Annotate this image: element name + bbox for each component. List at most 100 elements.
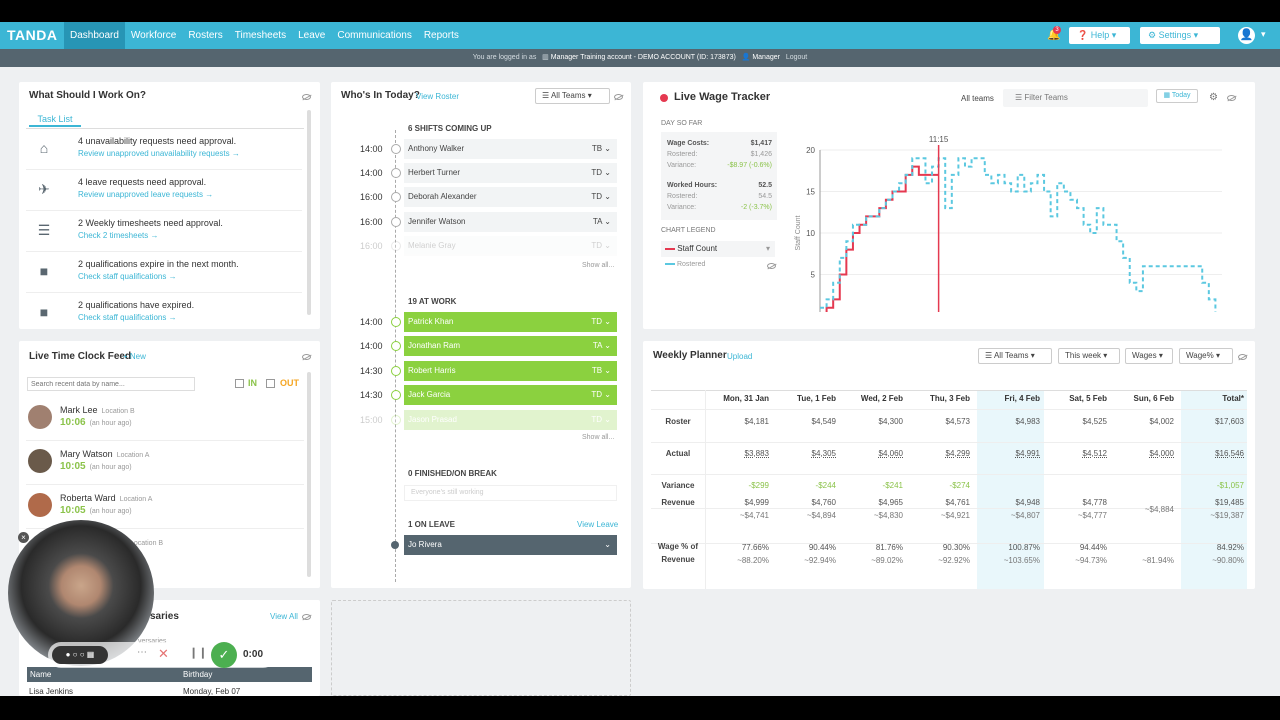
nav-communications[interactable]: Communications [337, 30, 412, 41]
on-leave-heading: 1 ON LEAVE [408, 520, 455, 529]
table-subcell: ~90.80% [1212, 556, 1244, 565]
list-item[interactable]: Mark Lee Location B 10:06 (an hour ago) [26, 397, 304, 441]
filter-teams-dropdown[interactable]: ☰ Filter Teams [1003, 89, 1148, 107]
view-roster-link[interactable]: View Roster [416, 92, 459, 101]
brand-logo[interactable]: TANDA [7, 27, 58, 43]
webcam-overlay[interactable] [8, 520, 154, 666]
user-menu-chevron-icon[interactable]: ▾ [1261, 29, 1266, 39]
row-label: Revenue [661, 498, 695, 507]
work-card-title: What Should I Work On? [29, 90, 147, 101]
help-button[interactable]: ❓ Help ▾ [1069, 27, 1130, 44]
recorder-tools-icon[interactable]: ● ○ ○ ▦ [52, 646, 108, 664]
legend-staff-count[interactable]: Staff Count ▾ [661, 241, 775, 257]
more-icon[interactable]: ⋯ [137, 647, 147, 658]
row-divider [651, 508, 1247, 509]
live-dot [660, 94, 668, 102]
list-item[interactable]: Mary Watson Location A 10:05 (an hour ago) [26, 441, 304, 485]
empty-widget-slot[interactable] [331, 600, 631, 696]
show-all-link[interactable]: Show all... [582, 434, 615, 441]
leave-dot [391, 541, 399, 549]
anniversaries-title: saries [150, 611, 179, 622]
table-cell: $4,573 [945, 417, 970, 426]
logout-link[interactable]: Logout [785, 54, 808, 61]
wagepct-dropdown[interactable]: Wage% ▾ [1179, 348, 1233, 364]
row-divider [651, 474, 1247, 475]
list-item[interactable]: Roberta Ward Location A 10:05 (an hour ago) [26, 485, 304, 529]
hide-eye-icon[interactable] [1227, 95, 1236, 101]
user-avatar-icon[interactable]: 👤 [1238, 27, 1255, 44]
shift-row[interactable]: 14:30 Jack Garcia TD ⌄ [360, 385, 618, 405]
task-item[interactable]: ⌂ 4 unavailability requests need approval… [26, 130, 302, 170]
view-leave-link[interactable]: View Leave [577, 520, 619, 529]
table-rule [651, 390, 1247, 391]
hide-eye-icon[interactable] [302, 614, 311, 620]
upload-link[interactable]: Upload [727, 352, 753, 361]
legend-rostered[interactable]: Rostered [665, 261, 705, 268]
y-tick-label: 15 [806, 188, 815, 197]
nav-leave[interactable]: Leave [298, 30, 326, 41]
leave-row[interactable]: Jo Rivera ⌄ [404, 535, 617, 555]
table-cell: $19,485 [1215, 498, 1244, 507]
anniversaries-subtab[interactable]: versaries [138, 638, 166, 645]
hide-eye-icon[interactable] [302, 354, 311, 360]
today-button[interactable]: ▦ Today [1156, 89, 1198, 103]
cancel-recording-icon[interactable]: ✕ [158, 646, 169, 661]
task-item[interactable]: ✈ 4 leave requests need approval. Review u… [26, 171, 302, 211]
teams-dropdown[interactable]: ☰ All Teams ▾ [535, 88, 610, 104]
task-list-tab[interactable]: Task List [29, 111, 81, 127]
table-rule [705, 390, 706, 589]
planner-teams-dropdown[interactable]: ☰ All Teams ▾ [978, 348, 1052, 364]
hide-eye-icon[interactable] [614, 94, 623, 100]
hide-eye-icon[interactable] [767, 263, 776, 269]
table-cell: $4,761 [945, 498, 970, 507]
hide-eye-icon[interactable] [302, 94, 311, 100]
shift-row[interactable]: 14:00 Jonathan Ram TA ⌄ [360, 336, 618, 356]
shift-row[interactable]: 16:00 Jennifer Watson TA ⌄ [360, 212, 618, 232]
hide-eye-icon[interactable] [1238, 354, 1247, 360]
close-webcam-icon[interactable]: × [18, 532, 29, 543]
in-checkbox[interactable] [235, 379, 244, 388]
shift-row[interactable]: 14:00 Patrick Khan TD ⌄ [360, 312, 618, 332]
feed-scrollbar[interactable] [307, 372, 311, 577]
nav-rosters[interactable]: Rosters [188, 30, 223, 41]
week-dropdown[interactable]: This week ▾ [1058, 348, 1120, 364]
table-cell: 81.76% [875, 543, 903, 552]
task-item[interactable]: ☰ 2 Weekly timesheets need approval. Check… [26, 212, 302, 252]
gear-icon[interactable]: ⚙ [1209, 92, 1218, 103]
staff-count-line [825, 165, 939, 312]
recording-timer: 0:00 [243, 649, 264, 660]
nav-dashboard[interactable]: Dashboard [64, 22, 125, 49]
show-all-link[interactable]: Show all... [582, 262, 615, 269]
pause-icon[interactable]: ❙❙ [189, 647, 208, 659]
table-subcell: ~89.02% [871, 556, 903, 565]
table-subcell: ~$4,830 [873, 511, 903, 520]
feed-new-link[interactable]: + New [123, 352, 146, 361]
task-item[interactable]: ■ 2 qualifications have expired. Check sta… [26, 294, 302, 334]
shift-row[interactable]: 14:00 Anthony Walker TB ⌄ [360, 139, 618, 159]
list-item[interactable]: Location B [130, 540, 164, 547]
shift-row[interactable]: 14:00 Herbert Turner TD ⌄ [360, 163, 618, 183]
chevron-down-icon[interactable]: ⌄ [604, 540, 611, 549]
avatar [28, 405, 52, 429]
wages-dropdown[interactable]: Wages ▾ [1125, 348, 1173, 364]
chevron-down-icon[interactable]: ▾ [765, 244, 770, 253]
shift-row[interactable]: 16:00 Melanie Gray TD ⌄ [360, 236, 618, 256]
shift-row[interactable]: 15:00 Jason Prasad TD ⌄ [360, 410, 618, 430]
shift-row[interactable]: 14:30 Robert Harris TB ⌄ [360, 361, 618, 381]
nav-timesheets[interactable]: Timesheets [234, 30, 287, 41]
finish-recording-icon[interactable]: ✓ [211, 642, 237, 668]
nav-reports[interactable]: Reports [423, 30, 459, 41]
table-cell: $4,948 [1015, 498, 1040, 507]
row-divider [651, 543, 1247, 544]
row-label: Variance [661, 481, 695, 490]
table-subcell: ~$4,741 [739, 511, 769, 520]
view-all-link[interactable]: View All [270, 612, 298, 621]
nav-workforce[interactable]: Workforce [130, 30, 177, 41]
task-item[interactable]: ■ 2 qualifications expire in the next mon… [26, 253, 302, 293]
settings-button[interactable]: ⚙ Settings ▾ [1140, 27, 1220, 44]
shift-row[interactable]: 16:00 Deborah Alexander TD ⌄ [360, 187, 618, 207]
anniversaries-header [27, 667, 312, 682]
out-checkbox[interactable] [266, 379, 275, 388]
feed-search-input[interactable] [27, 377, 195, 391]
work-scrollbar[interactable] [307, 110, 311, 315]
